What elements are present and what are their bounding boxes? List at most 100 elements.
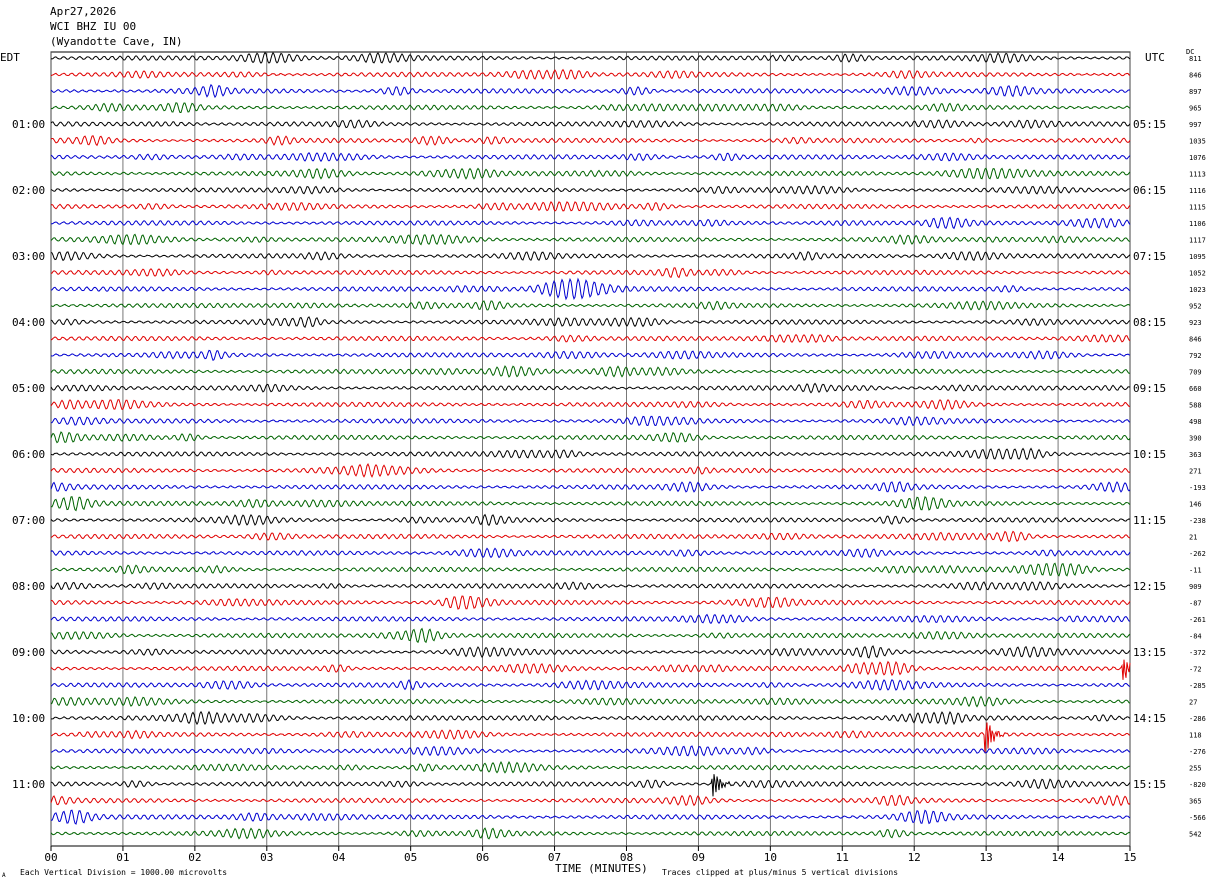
seismic-trace xyxy=(50,659,1131,680)
dc-offset-label: 118 xyxy=(1189,732,1202,740)
dc-offset-label: 1023 xyxy=(1189,286,1206,294)
x-tick-label: 03 xyxy=(260,851,273,864)
seismic-trace xyxy=(50,185,1131,195)
x-tick-label: 08 xyxy=(620,851,633,864)
dc-offset-label: -820 xyxy=(1189,781,1206,789)
seismic-trace xyxy=(50,102,1131,114)
dc-label: DC xyxy=(1186,48,1195,56)
seismic-trace xyxy=(50,349,1131,362)
seismic-trace xyxy=(50,613,1131,625)
seismic-trace xyxy=(50,201,1131,212)
dc-offset-label: 997 xyxy=(1189,121,1202,129)
x-tick-label: 05 xyxy=(404,851,417,864)
seismic-trace xyxy=(50,547,1131,559)
seismic-trace xyxy=(50,627,1131,644)
clip-note: Traces clipped at plus/minus 5 vertical … xyxy=(662,868,899,877)
seismic-trace xyxy=(50,333,1131,344)
seismic-trace xyxy=(50,495,1131,512)
x-tick-label: 01 xyxy=(116,851,129,864)
x-tick-label: 07 xyxy=(548,851,561,864)
header-location: (Wyandotte Cave, IN) xyxy=(50,35,183,48)
edt-hour-label: 05:00 xyxy=(12,382,45,395)
utc-hour-label: 06:15 xyxy=(1133,184,1166,197)
seismic-trace xyxy=(50,760,1131,774)
seismic-trace xyxy=(50,722,1131,754)
dc-offset-label: 27 xyxy=(1189,699,1197,707)
dc-offset-label: -11 xyxy=(1189,567,1202,575)
trace-group xyxy=(50,51,1131,840)
corner-mark: A xyxy=(2,872,6,879)
edt-hour-label: 08:00 xyxy=(12,580,45,593)
dc-offset-label: -286 xyxy=(1189,715,1206,723)
dc-offset-label: 909 xyxy=(1189,583,1202,591)
seismic-trace xyxy=(50,365,1131,378)
x-tick-label: 10 xyxy=(764,851,777,864)
seismic-trace xyxy=(50,481,1131,493)
axis-label-group: 00 01 02 03 04 05 06 07 08 09 10 11 12 13 14 15 811 846 89… xyxy=(12,55,1206,864)
dc-offset-label: 1052 xyxy=(1189,270,1206,278)
x-tick-label: 14 xyxy=(1051,851,1065,864)
x-tick-label: 09 xyxy=(692,851,705,864)
utc-hour-label: 12:15 xyxy=(1133,580,1166,593)
dc-offset-label: 588 xyxy=(1189,402,1202,410)
header-station: WCI BHZ IU 00 xyxy=(50,20,137,33)
seismic-trace xyxy=(50,447,1131,461)
seismic-trace xyxy=(50,645,1131,659)
seismic-trace xyxy=(50,83,1131,99)
utc-hour-label: 05:15 xyxy=(1133,118,1166,131)
seismic-trace xyxy=(50,513,1131,527)
dc-offset-label: -372 xyxy=(1189,649,1206,657)
seismic-trace xyxy=(50,316,1131,328)
x-tick-label: 15 xyxy=(1123,851,1136,864)
seismic-trace xyxy=(50,562,1131,577)
x-tick-label: 11 xyxy=(836,851,849,864)
seismic-trace xyxy=(50,678,1131,691)
dc-offset-label: 1095 xyxy=(1189,253,1206,261)
seismic-trace xyxy=(50,530,1131,543)
edt-hour-label: 06:00 xyxy=(12,448,45,461)
dc-offset-label: 498 xyxy=(1189,418,1202,426)
dc-offset-label: 923 xyxy=(1189,319,1202,327)
dc-offset-label: 271 xyxy=(1189,468,1202,476)
seismic-trace xyxy=(50,809,1131,825)
edt-hour-label: 01:00 xyxy=(12,118,45,131)
x-tick-label: 02 xyxy=(188,851,201,864)
right-zone-label: UTC xyxy=(1145,51,1165,64)
seismic-trace xyxy=(50,462,1131,478)
x-tick-label: 00 xyxy=(44,851,57,864)
dc-offset-label: -262 xyxy=(1189,550,1206,558)
dc-offset-label: 846 xyxy=(1189,72,1202,80)
seismic-trace xyxy=(50,827,1131,840)
utc-hour-label: 11:15 xyxy=(1133,514,1166,527)
seismic-trace xyxy=(50,250,1131,262)
dc-offset-label: -566 xyxy=(1189,814,1206,822)
x-axis-title: TIME (MINUTES) xyxy=(555,862,648,875)
utc-hour-label: 14:15 xyxy=(1133,712,1166,725)
seismic-trace xyxy=(50,745,1131,757)
dc-offset-label: 1116 xyxy=(1189,187,1206,195)
edt-hour-label: 02:00 xyxy=(12,184,45,197)
seismic-trace xyxy=(50,216,1131,230)
utc-hour-label: 07:15 xyxy=(1133,250,1166,263)
dc-offset-label: 660 xyxy=(1189,385,1202,393)
dc-offset-label: 146 xyxy=(1189,501,1202,509)
dc-offset-label: -276 xyxy=(1189,748,1206,756)
dc-offset-label: 542 xyxy=(1189,831,1202,839)
x-tick-label: 04 xyxy=(332,851,346,864)
seismic-trace xyxy=(50,382,1131,394)
utc-hour-label: 10:15 xyxy=(1133,448,1166,461)
dc-offset-label: 1035 xyxy=(1189,138,1206,146)
dc-offset-label: -84 xyxy=(1189,633,1202,641)
seismic-trace xyxy=(50,774,1131,797)
edt-hour-label: 09:00 xyxy=(12,646,45,659)
header-date: Apr27,2026 xyxy=(50,5,117,18)
scale-note: Each Vertical Division = 1000.00 microvo… xyxy=(20,868,228,877)
seismic-trace xyxy=(50,300,1131,311)
seismic-trace xyxy=(50,399,1131,411)
dc-offset-label: -285 xyxy=(1189,682,1206,690)
seismic-trace xyxy=(50,431,1131,444)
seismic-trace xyxy=(50,695,1131,708)
dc-offset-label: -261 xyxy=(1189,616,1206,624)
seismic-trace xyxy=(50,794,1131,807)
